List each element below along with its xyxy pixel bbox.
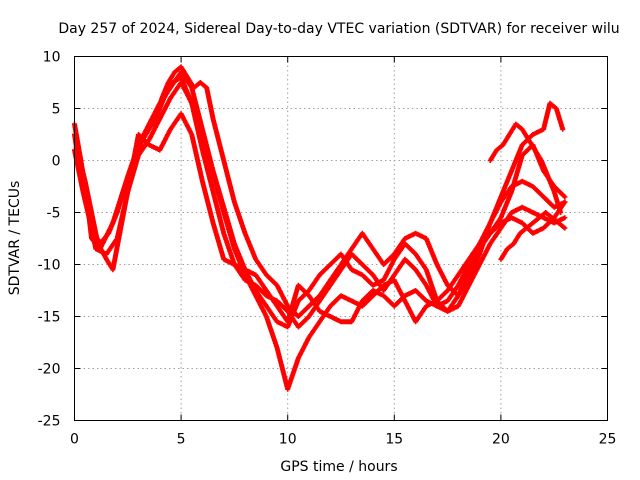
chart-title: Day 257 of 2024, Sidereal Day-to-day VTE… xyxy=(58,21,619,37)
series-track-5 xyxy=(153,64,566,319)
y-tick-label: 0 xyxy=(52,154,61,170)
series-markers xyxy=(487,121,564,215)
y-axis-title: SDTVAR / TECUs xyxy=(7,181,23,296)
y-tick-label: -15 xyxy=(38,310,61,326)
x-tick-label: 25 xyxy=(599,432,617,448)
series-markers xyxy=(76,111,568,325)
y-tick-label: 10 xyxy=(43,50,61,66)
y-tick-label: -25 xyxy=(38,414,61,430)
plot-frame xyxy=(74,56,608,421)
y-tick-label: 5 xyxy=(52,102,61,118)
series-track-7 xyxy=(498,210,568,262)
y-tick-label: -5 xyxy=(47,206,61,222)
y-tick-label: -10 xyxy=(38,258,61,274)
series-markers xyxy=(498,210,568,262)
series-track-6 xyxy=(487,121,564,215)
x-tick-label: 10 xyxy=(279,432,297,448)
x-tick-label: 5 xyxy=(177,432,186,448)
series-markers xyxy=(153,64,566,319)
x-tick-label: 20 xyxy=(492,432,510,448)
series-track-4 xyxy=(76,111,568,325)
x-tick-label: 15 xyxy=(385,432,403,448)
axes: 0 5 10 15 20 25 10 5 0 -5 -10 -15 -20 -25 xyxy=(38,50,617,448)
x-tick-label: 0 xyxy=(70,432,79,448)
y-tick-label: -20 xyxy=(38,362,61,378)
data-marks xyxy=(72,64,568,392)
x-axis-title: GPS time / hours xyxy=(280,459,397,475)
